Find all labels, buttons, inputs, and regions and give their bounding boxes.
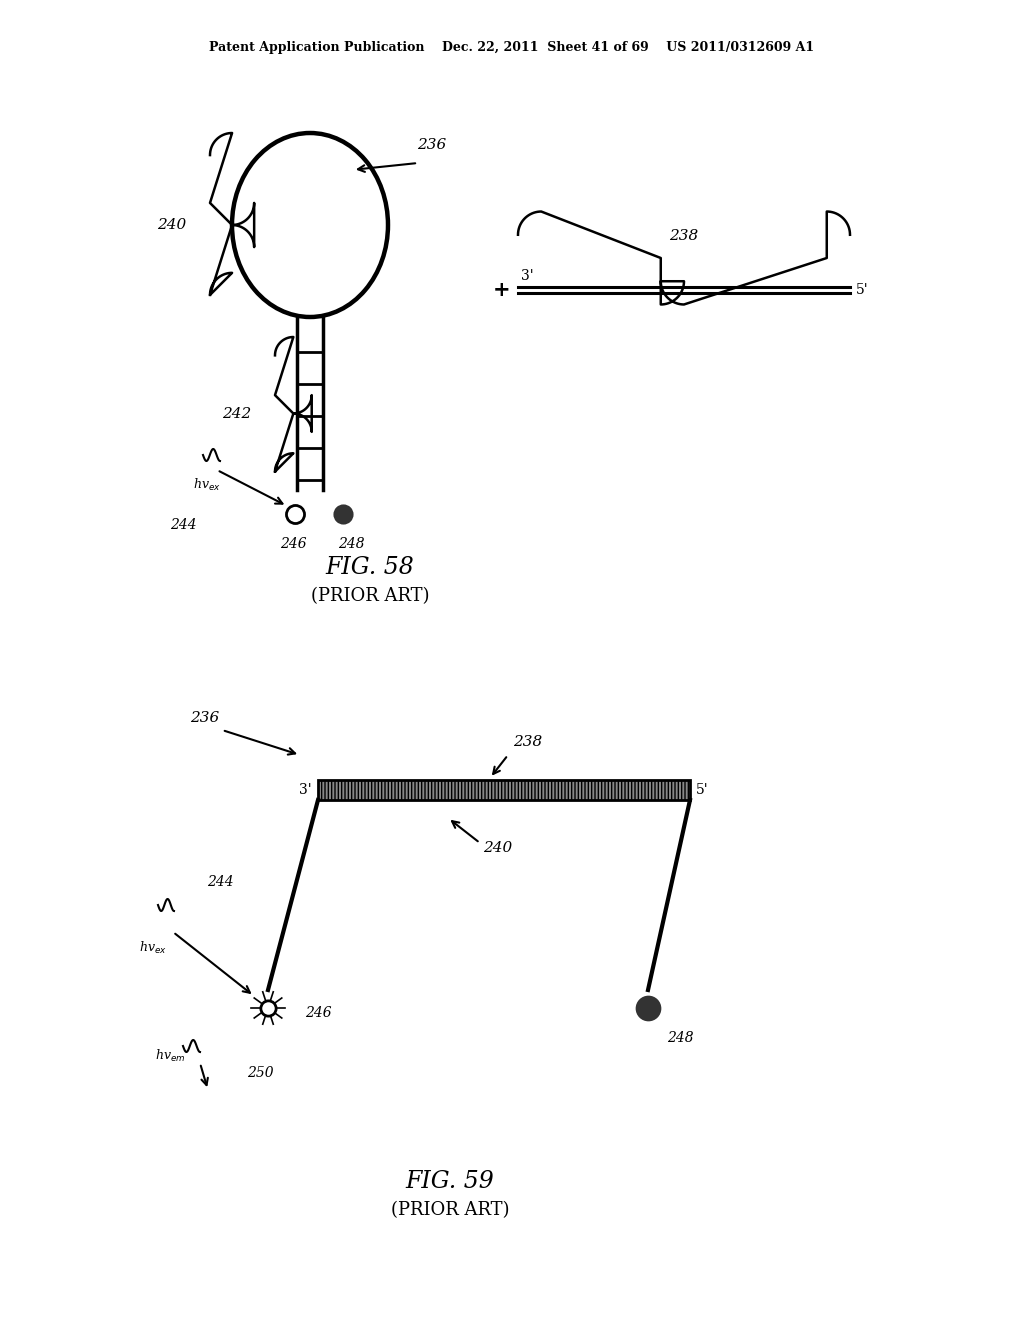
Text: 238: 238 [670, 228, 698, 243]
Text: 240: 240 [158, 218, 186, 232]
Text: hv$_{ex}$: hv$_{ex}$ [194, 477, 221, 494]
Text: 246: 246 [280, 537, 306, 550]
Text: hv$_{em}$: hv$_{em}$ [155, 1048, 185, 1064]
Text: 242: 242 [222, 407, 252, 421]
Text: 236: 236 [190, 711, 219, 725]
Text: 244: 244 [207, 875, 233, 888]
Text: 3': 3' [521, 269, 534, 282]
Text: 3': 3' [299, 783, 312, 797]
Text: (PRIOR ART): (PRIOR ART) [310, 587, 429, 605]
Text: 238: 238 [513, 735, 543, 748]
Text: FIG. 58: FIG. 58 [326, 557, 415, 579]
Text: 240: 240 [483, 841, 513, 855]
Text: 248: 248 [338, 537, 365, 550]
Text: 5': 5' [856, 282, 868, 297]
Text: +: + [494, 280, 511, 300]
Text: FIG. 59: FIG. 59 [406, 1171, 495, 1193]
Text: 250: 250 [247, 1067, 273, 1080]
Text: hv$_{ex}$: hv$_{ex}$ [139, 940, 167, 956]
Text: Patent Application Publication    Dec. 22, 2011  Sheet 41 of 69    US 2011/03126: Patent Application Publication Dec. 22, … [210, 41, 814, 54]
Text: 236: 236 [418, 139, 446, 152]
Text: 248: 248 [667, 1031, 693, 1045]
Text: (PRIOR ART): (PRIOR ART) [391, 1201, 509, 1218]
Text: 5': 5' [696, 783, 709, 797]
Text: 244: 244 [170, 517, 197, 532]
Text: 246: 246 [305, 1006, 332, 1020]
Bar [318, 780, 690, 800]
